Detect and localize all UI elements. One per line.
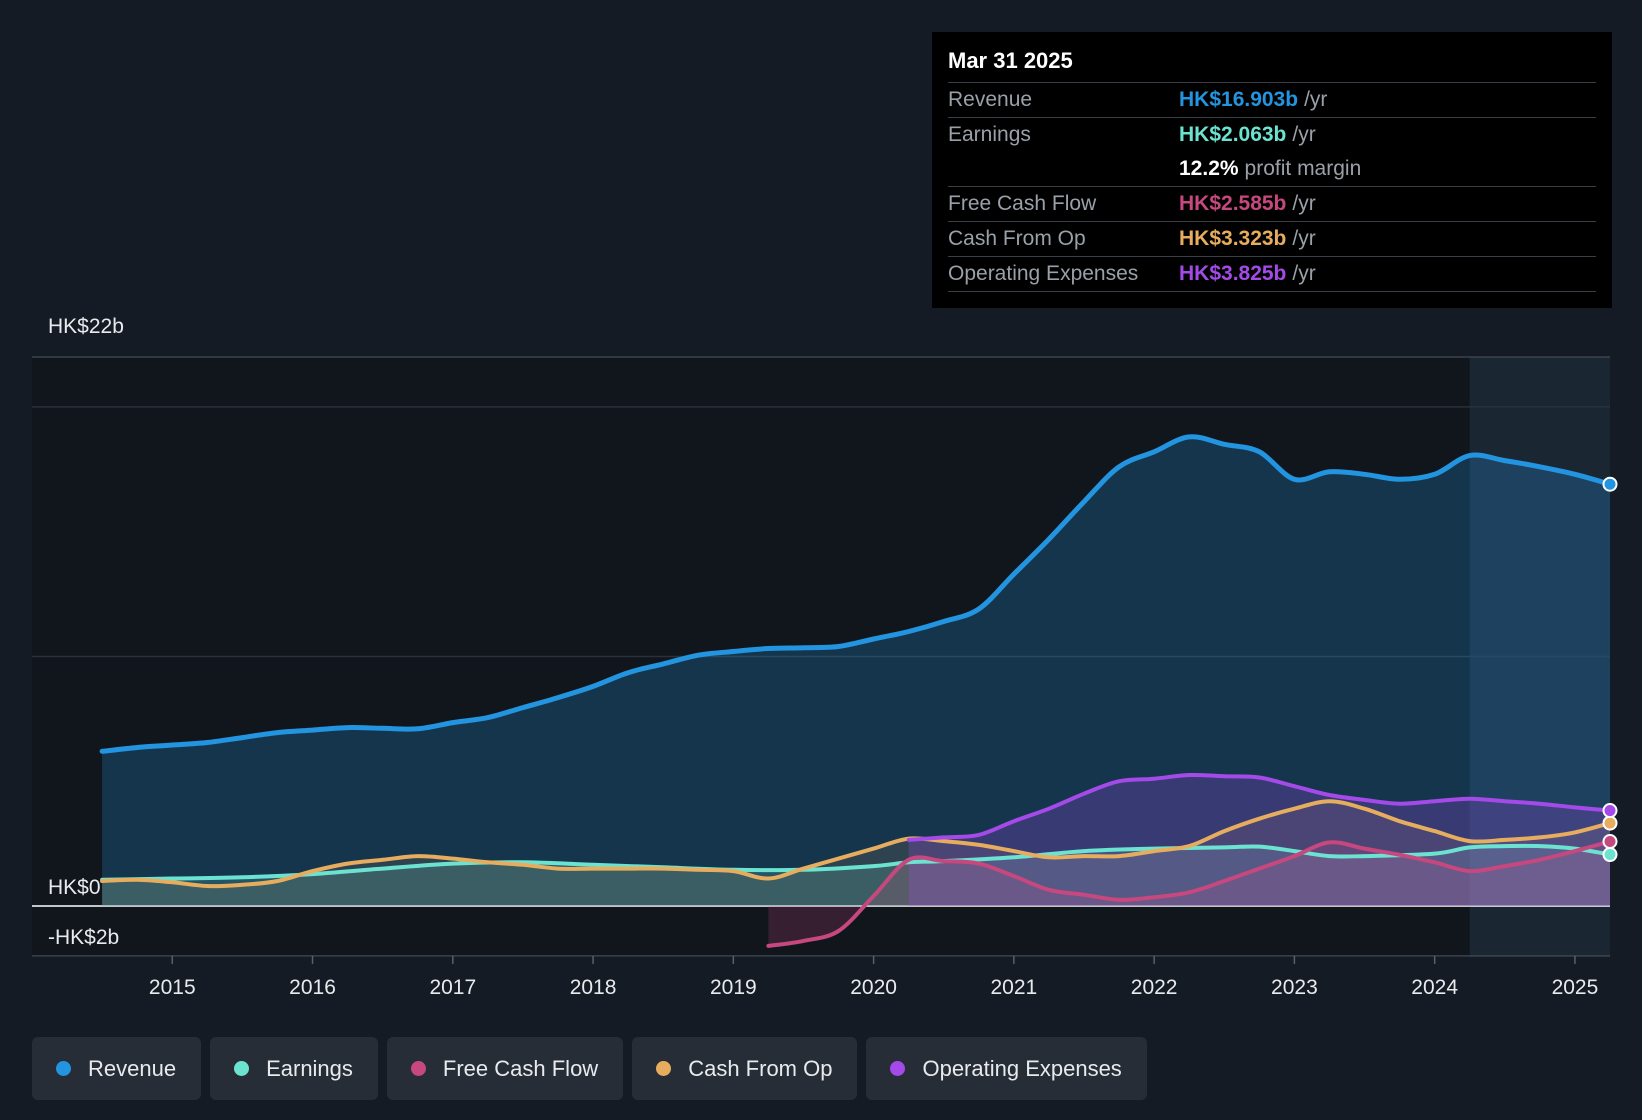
x-tick-label: 2017 <box>429 976 476 999</box>
legend-item-revenue[interactable]: Revenue <box>32 1037 202 1100</box>
tooltip-row-earnings: Earnings HK$2.063b /yr <box>948 117 1596 152</box>
legend-item-earnings[interactable]: Earnings <box>210 1037 378 1100</box>
x-tick-label: 2021 <box>991 976 1038 999</box>
tooltip-value: HK$3.323b <box>1179 227 1287 250</box>
legend-label: Cash From Op <box>688 1055 833 1081</box>
tooltip-unit: /yr <box>1292 227 1316 250</box>
tooltip-unit: /yr <box>1292 123 1316 146</box>
legend-dot-icon <box>234 1061 250 1076</box>
x-axis-labels: 2015 2016 2017 2018 2019 2020 2021 2022 2023 2024… <box>149 955 1599 999</box>
tooltip-unit: profit margin <box>1244 157 1362 180</box>
tooltip-label: Free Cash Flow <box>948 192 1097 215</box>
tooltip-value: 12.2% <box>1179 157 1239 180</box>
legend-label: Free Cash Flow <box>442 1055 599 1081</box>
area-earnings <box>102 845 1610 906</box>
legend: Revenue Earnings Free Cash Flow Cash Fro… <box>32 1037 1147 1100</box>
tooltip-row-fcf: Free Cash Flow HK$2.585b /yr <box>948 186 1596 221</box>
endpoint-cfo <box>1602 815 1618 831</box>
series-endpoints <box>1602 476 1618 863</box>
gridlines <box>32 356 1610 957</box>
legend-label: Revenue <box>88 1055 177 1081</box>
legend-label: Earnings <box>266 1055 353 1081</box>
tooltip-unit: /yr <box>1292 192 1316 215</box>
y-tick-label: -HK$2b <box>48 926 119 949</box>
x-tick-label: 2024 <box>1411 976 1458 999</box>
x-tick-label: 2025 <box>1552 976 1599 999</box>
tooltip-row-profit-margin: 12.2% profit margin <box>948 152 1596 186</box>
tooltip-unit: /yr <box>1292 262 1316 285</box>
area-opex <box>908 774 1610 906</box>
tooltip-unit: /yr <box>1304 88 1328 111</box>
series-lines <box>99 434 1610 948</box>
line-cfo <box>100 799 1610 889</box>
y-axis-labels: HK$22b HK$0 -HK$2b <box>48 315 124 949</box>
legend-item-fcf[interactable]: Free Cash Flow <box>386 1037 624 1100</box>
legend-dot-icon <box>410 1061 426 1076</box>
tooltip-value: HK$16.903b <box>1179 88 1299 111</box>
x-tick-label: 2015 <box>149 976 196 999</box>
x-tick-label: 2023 <box>1271 976 1318 999</box>
tooltip-row-revenue: Revenue HK$16.903b /yr <box>948 82 1596 117</box>
endpoint-fcf <box>1602 833 1618 849</box>
line-opex <box>906 772 1610 842</box>
line-fcf <box>766 839 1610 948</box>
x-tick-label: 2019 <box>710 976 757 999</box>
tooltip-panel: Mar 31 2025 Revenue HK$16.903b /yr Earni… <box>932 32 1612 308</box>
x-tick-label: 2020 <box>850 976 897 999</box>
area-revenue <box>102 436 1610 906</box>
legend-item-opex[interactable]: Operating Expenses <box>866 1037 1147 1100</box>
endpoint-revenue <box>1602 476 1618 492</box>
tooltip-label: Operating Expenses <box>948 262 1139 285</box>
x-tick-label: 2018 <box>570 976 617 999</box>
line-revenue <box>99 434 1610 754</box>
tooltip-row-opex: Operating Expenses HK$3.825b /yr <box>948 256 1596 292</box>
y-tick-label: HK$0 <box>48 876 101 899</box>
legend-item-cfo[interactable]: Cash From Op <box>632 1037 858 1100</box>
tooltip-value: HK$3.825b <box>1179 262 1287 285</box>
legend-dot-icon <box>890 1061 906 1076</box>
tooltip-value: HK$2.585b <box>1179 192 1287 215</box>
tooltip-date: Mar 31 2025 <box>948 48 1073 73</box>
x-tick-label: 2022 <box>1131 976 1178 999</box>
tooltip-value: HK$2.063b <box>1179 123 1287 146</box>
y-tick-label: HK$22b <box>48 315 124 338</box>
x-tick-label: 2016 <box>289 976 336 999</box>
tooltip-label: Cash From Op <box>948 227 1086 250</box>
legend-dot-icon <box>656 1061 672 1076</box>
tooltip-row-cfo: Cash From Op HK$3.323b /yr <box>948 221 1596 256</box>
endpoint-earnings <box>1602 847 1618 863</box>
tooltip-label: Revenue <box>948 88 1033 111</box>
legend-label: Operating Expenses <box>922 1055 1122 1081</box>
tooltip-label: Earnings <box>948 123 1031 146</box>
endpoint-opex <box>1602 803 1618 819</box>
legend-dot-icon <box>56 1061 71 1076</box>
